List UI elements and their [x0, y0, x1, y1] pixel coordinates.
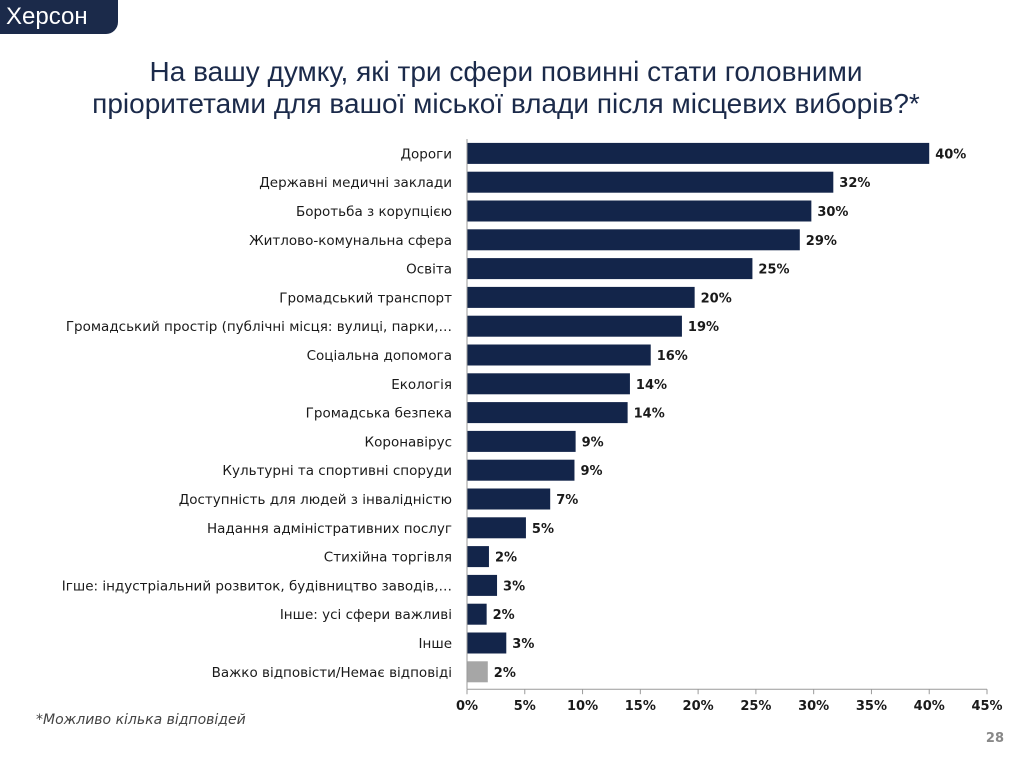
- category-label: Стихійна торгівля: [324, 550, 452, 566]
- chart-title: На вашу думку, які три сфери повинні ста…: [20, 56, 992, 120]
- category-label: Доступність для людей з інвалідністю: [179, 492, 452, 508]
- category-label: Інше: усі сфери важливі: [280, 607, 452, 623]
- data-label: 2%: [493, 608, 515, 623]
- category-label: Надання адміністративних послуг: [207, 521, 452, 537]
- category-label: Дороги: [400, 146, 452, 162]
- bar: [467, 546, 489, 568]
- category-label: Ігше: індустріальний розвиток, будівницт…: [62, 578, 452, 594]
- bar: [467, 171, 834, 193]
- category-label: Громадський простір (публічні місця: вул…: [66, 319, 452, 335]
- bar: [467, 574, 498, 596]
- x-tick-label: 15%: [625, 699, 656, 714]
- bar: [467, 142, 930, 164]
- bar: [467, 603, 487, 625]
- category-label: Соціальна допомога: [307, 348, 452, 364]
- page-number: 28: [985, 731, 1004, 746]
- bar: [467, 258, 753, 280]
- bar: [467, 488, 551, 510]
- bar: [467, 286, 695, 308]
- data-label: 5%: [532, 522, 554, 537]
- data-label: 16%: [657, 349, 688, 364]
- bar: [467, 200, 812, 222]
- category-label: Боротьба з корупцією: [296, 204, 452, 220]
- category-label: Громадський транспорт: [279, 290, 452, 306]
- data-label: 9%: [582, 435, 604, 450]
- footnote: *Можливо кілька відповідей: [36, 712, 246, 728]
- x-tick-label: 40%: [914, 699, 945, 714]
- data-label: 29%: [806, 234, 837, 249]
- bar: [467, 517, 526, 539]
- x-tick-label: 35%: [856, 699, 887, 714]
- data-label: 20%: [701, 291, 732, 306]
- category-label: Інше: [419, 636, 452, 652]
- data-label: 3%: [503, 579, 525, 594]
- region-badge: Херсон: [0, 0, 118, 34]
- category-label: Культурні та спортивні споруди: [222, 463, 452, 479]
- category-label: Житлово-комунальна сфера: [249, 233, 452, 249]
- bar: [467, 661, 488, 683]
- bar: [467, 315, 682, 337]
- data-label: 3%: [512, 637, 534, 652]
- bar: [467, 430, 576, 452]
- x-tick-label: 5%: [514, 699, 536, 714]
- data-label: 14%: [636, 378, 667, 393]
- data-label: 25%: [758, 263, 789, 278]
- title-line-1: На вашу думку, які три сфери повинні ста…: [149, 56, 863, 87]
- bar: [467, 632, 507, 654]
- bar: [467, 373, 630, 395]
- data-label: 30%: [817, 205, 848, 220]
- x-tick-label: 25%: [740, 699, 771, 714]
- bar: [467, 344, 651, 366]
- category-label: Державні медичні заклади: [259, 175, 452, 191]
- category-label: Коронавірус: [365, 434, 452, 450]
- category-label: Громадська безпека: [306, 406, 452, 422]
- title-line-2: пріоритетами для вашої міської влади піс…: [92, 88, 920, 119]
- x-tick-label: 20%: [683, 699, 714, 714]
- data-label: 40%: [935, 147, 966, 162]
- category-label: Освіта: [406, 262, 452, 278]
- x-tick-label: 30%: [798, 699, 829, 714]
- data-label: 7%: [556, 493, 578, 508]
- data-label: 19%: [688, 320, 719, 335]
- x-tick-label: 45%: [971, 699, 1002, 714]
- data-label: 2%: [494, 666, 516, 681]
- bar: [467, 459, 575, 481]
- data-label: 9%: [580, 464, 602, 479]
- bar: [467, 229, 800, 251]
- x-tick-label: 10%: [567, 699, 598, 714]
- category-label: Важко відповісти/Немає відповіді: [212, 665, 452, 681]
- bar: [467, 402, 628, 424]
- data-label: 14%: [634, 407, 665, 422]
- data-label: 32%: [839, 176, 870, 191]
- x-tick-label: 0%: [456, 699, 478, 714]
- category-label: Екологія: [391, 377, 452, 393]
- data-label: 2%: [495, 551, 517, 566]
